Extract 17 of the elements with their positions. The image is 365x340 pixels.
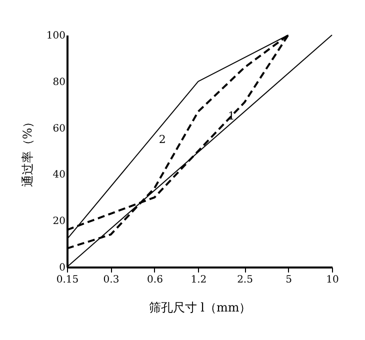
- x-tick-label: 0.15: [56, 274, 79, 286]
- y-tick-label: 20: [52, 216, 66, 228]
- x-tick-label: 2.5: [237, 274, 253, 286]
- series-label: 2: [158, 132, 166, 146]
- y-tick-label: 40: [52, 170, 66, 181]
- x-tick-label: 0.6: [147, 274, 163, 286]
- x-tick-label: 1.2: [190, 274, 207, 286]
- y-tick-label: 0: [59, 262, 66, 274]
- y-tick-label: 60: [52, 123, 66, 134]
- y-axis-title: 通过率（%）: [20, 116, 34, 188]
- x-tick-label: 10: [326, 274, 339, 286]
- x-axis-title: 筛孔尺寸 l（mm）: [148, 300, 252, 314]
- series-label: 1: [228, 110, 235, 123]
- x-tick-label: 5: [286, 274, 292, 286]
- x-tick-label: 0.3: [103, 274, 120, 286]
- y-tick-label: 80: [52, 76, 66, 88]
- y-tick-label: 100: [46, 30, 66, 42]
